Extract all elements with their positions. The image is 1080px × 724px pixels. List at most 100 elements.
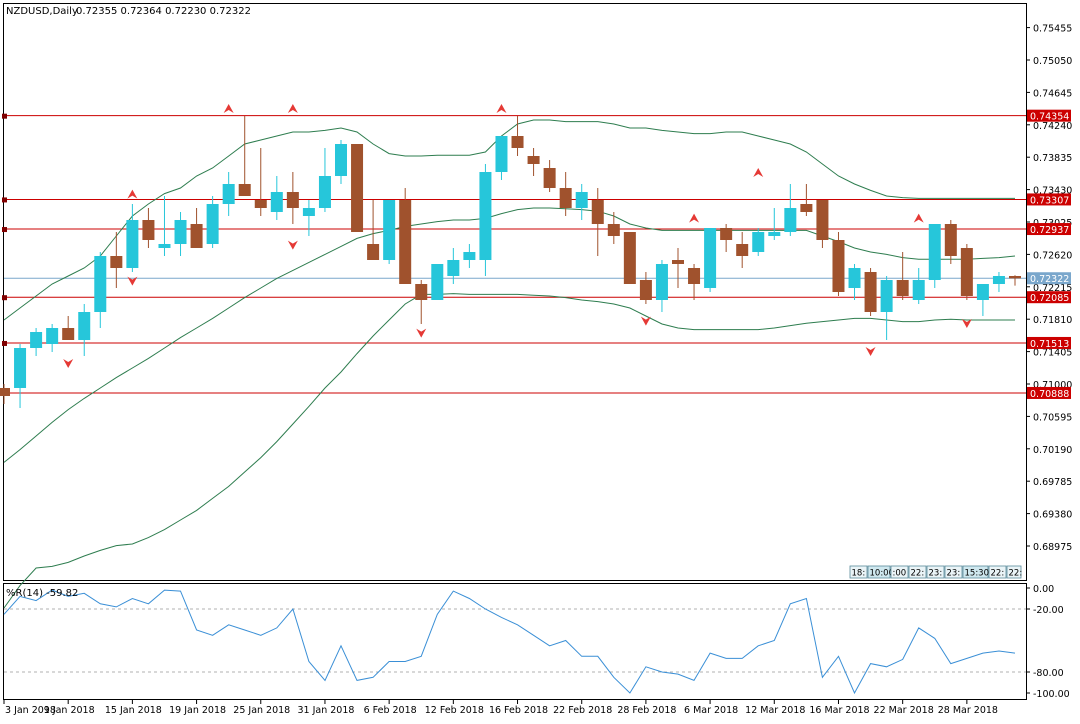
bearish-candle[interactable] [110,256,123,268]
level-line-handle[interactable] [2,197,7,203]
bearish-candle[interactable] [896,280,909,296]
bearish-candle[interactable] [559,188,572,208]
bullish-candle[interactable] [976,284,989,300]
date-tick-label: 15 Jan 2018 [105,705,162,716]
bullish-candle[interactable] [479,172,492,260]
bullish-candle[interactable] [174,220,187,244]
level-price-tag [1027,336,1071,349]
wpr-tick-label: -20.00 [1033,605,1064,616]
bullish-candle[interactable] [318,176,331,208]
bearish-candle[interactable] [623,232,636,284]
bearish-candle[interactable] [832,240,845,292]
bearish-candle[interactable] [960,248,973,296]
bearish-candle[interactable] [415,284,428,300]
bullish-candle[interactable] [768,232,781,236]
bullish-candle[interactable] [880,280,893,312]
bearish-candle[interactable] [527,156,540,164]
date-tick-label: 6 Mar 2018 [684,705,738,716]
time-box-label: 10:00 [870,569,895,579]
bearish-candle[interactable] [190,224,203,248]
date-tick-label: 22 Feb 2018 [553,705,612,716]
bullish-candle[interactable] [78,312,91,340]
bearish-candle[interactable] [591,200,604,224]
bullish-candle[interactable] [655,264,668,300]
level-line-handle[interactable] [2,113,7,119]
bearish-candle[interactable] [816,200,829,240]
time-box-label: 15:30 [965,569,990,579]
time-box-label: 18: [852,569,866,579]
bearish-candle[interactable] [688,268,701,284]
bullish-candle[interactable] [126,220,139,268]
bearish-candle[interactable] [543,168,556,188]
bearish-candle[interactable] [62,328,75,340]
bullish-candle[interactable] [575,192,588,208]
bearish-candle[interactable] [254,200,267,208]
level-price-tag-label: 0.73307 [1030,195,1069,206]
bearish-candle[interactable] [944,224,957,256]
bearish-candle[interactable] [511,136,524,148]
bearish-candle[interactable] [1009,276,1021,279]
bullish-candle[interactable] [495,136,508,172]
level-line-handle[interactable] [2,340,7,346]
date-tick-label: 22 Mar 2018 [874,705,934,716]
bearish-candle[interactable] [142,220,155,240]
bullish-candle[interactable] [46,328,59,344]
bearish-candle[interactable] [672,260,684,264]
date-tick-label: 25 Jan 2018 [233,705,290,716]
time-box [988,565,1007,579]
bullish-candle[interactable] [270,192,283,212]
price-tick-label: 0.70595 [1033,412,1072,423]
bullish-candle[interactable] [784,208,797,232]
bullish-candle[interactable] [302,208,315,216]
date-tick-label: 16 Mar 2018 [809,705,869,716]
wpr-tick-label: 0.00 [1033,584,1054,595]
bearish-candle[interactable] [800,204,813,212]
bullish-candle[interactable] [912,280,925,300]
bearish-candle[interactable] [351,144,364,232]
bearish-candle[interactable] [286,192,299,208]
bearish-candle[interactable] [607,224,620,236]
level-line-handle[interactable] [2,227,7,233]
bullish-candle[interactable] [206,204,219,244]
bearish-candle[interactable] [639,280,652,300]
bearish-candle[interactable] [367,244,380,260]
bullish-candle[interactable] [848,268,861,288]
time-box-label: 23: [929,569,943,579]
bullish-candle[interactable] [431,264,444,300]
fractal-up-arrow [689,213,700,223]
bullish-candle[interactable] [463,252,476,260]
bullish-candle[interactable] [447,260,460,276]
bullish-candle[interactable] [928,224,941,280]
bullish-candle[interactable] [158,244,171,248]
bullish-candle[interactable] [222,184,235,204]
fractal-up-arrow [496,104,507,113]
date-tick-label: 12 Feb 2018 [425,705,484,716]
fractal-down-arrow [865,347,876,356]
price-tick-label: 0.71405 [1033,348,1072,359]
fractal-up-arrow [913,213,924,223]
bearish-candle[interactable] [0,388,10,396]
bullish-candle[interactable] [383,200,396,260]
bullish-candle[interactable] [752,232,765,252]
bullish-candle[interactable] [14,348,27,388]
bearish-candle[interactable] [864,272,877,312]
level-price-tag-label: 0.72937 [1030,225,1069,236]
bullish-candle[interactable] [992,276,1005,284]
bullish-candle[interactable] [704,228,717,288]
bearish-candle[interactable] [399,200,412,284]
bearish-candle[interactable] [736,244,749,256]
wpr-tick-label: -80.00 [1033,668,1064,679]
fractal-up-arrow [287,104,298,113]
bullish-candle[interactable] [335,144,347,176]
fractal-down-arrow [416,328,427,338]
time-box [867,565,891,579]
bullish-candle[interactable] [94,256,107,312]
bearish-candle[interactable] [238,184,251,196]
level-line-handle[interactable] [2,295,7,301]
bearish-candle[interactable] [720,228,733,240]
price-tick-label: 0.74645 [1033,88,1072,99]
bullish-candle[interactable] [30,332,43,348]
price-tick-label: 0.70190 [1033,445,1072,456]
fractal-down-arrow [640,316,651,326]
